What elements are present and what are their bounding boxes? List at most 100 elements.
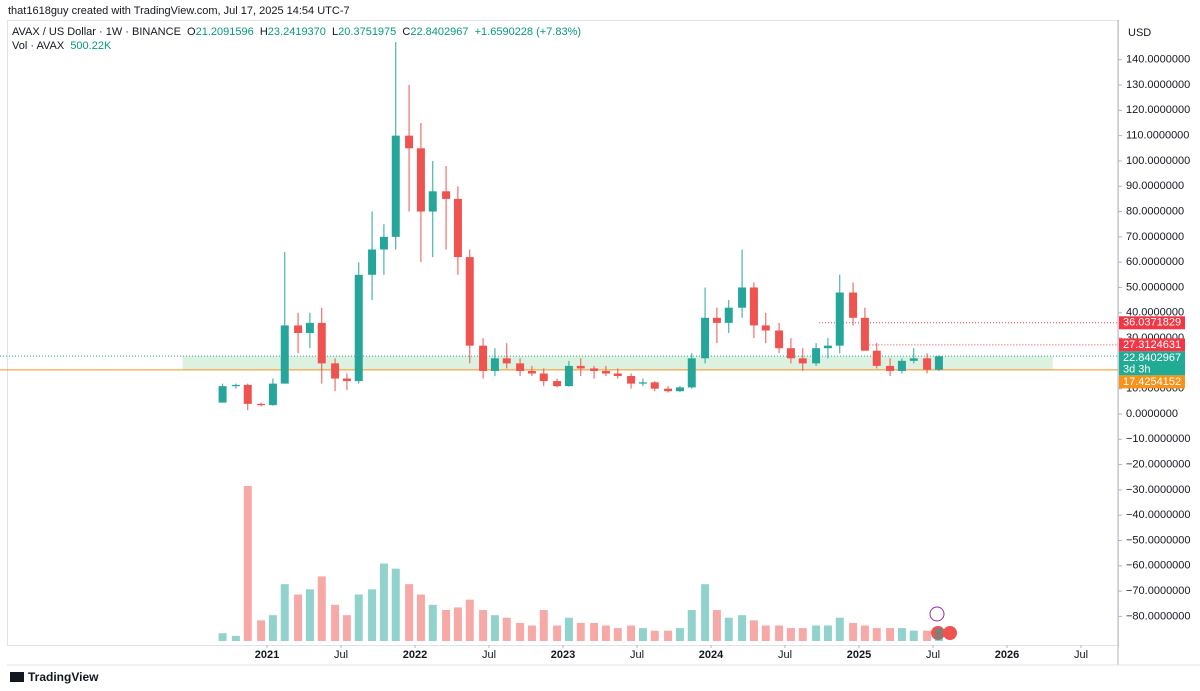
x-tick-label: Jul [630,649,644,661]
candle-body [268,383,277,406]
volume-bar [798,628,807,641]
volume-bar [280,584,289,641]
candle-body [872,350,881,366]
volume-bar [576,622,585,641]
volume-bar [516,622,525,641]
volume-bar [923,630,932,641]
currency: USD [1128,27,1151,39]
volume-bar [317,576,326,641]
candle-body [331,363,340,379]
volume-bar [502,617,511,641]
price-tag-label: 17.4254152 [1123,376,1181,388]
candle-body [761,325,770,331]
volume-bar [553,625,562,641]
volume-bar [761,625,770,641]
volume-value: 500.22K [70,40,112,52]
volume-bar [416,594,425,641]
candle-body [601,370,610,374]
candle-body [368,249,377,275]
volume-bar [849,622,858,641]
volume-bar [331,604,340,641]
ohlc-value: 21.2091596 [195,26,254,38]
y-tick-label: 0.0000000 [1126,408,1178,420]
volume-bar [539,610,548,641]
volume-bar [638,628,647,641]
candle-body [527,370,536,374]
candle-body [490,358,499,371]
volume-bar [872,628,881,641]
price-tag-label: 22.8402967 [1123,352,1181,364]
candle-body [479,345,488,371]
x-tick-label: Jul [482,649,496,661]
price-tag [1119,338,1185,352]
candle-body [354,274,363,382]
ohlc-key: L [332,26,339,38]
x-tick-label: Jul [334,649,348,661]
candle-body [257,403,266,406]
legend: AVAX / US Dollar · 1W · BINANCE O21.2091… [12,26,581,38]
volume-bar [627,625,636,641]
price-tag-label: 27.3124631 [1123,339,1181,351]
y-tick-label: 60.0000000 [1126,256,1184,268]
candle-body [280,325,289,384]
candle-body [849,292,858,318]
candle-body [934,356,943,370]
candle-body [342,378,351,382]
candle-body [749,287,758,326]
candle-body [590,368,599,371]
candle-body [897,360,906,371]
change: +1.6590228 (+7.83%) [474,26,582,38]
price-tag [1119,351,1185,376]
y-tick-label: −30.0000000 [1126,484,1191,496]
x-tick-label: 2025 [847,649,871,661]
y-tick-label: −70.0000000 [1126,585,1191,597]
footer: TradingView [28,670,99,684]
candle-body [638,382,647,384]
volume-bar [909,630,918,641]
volume-bar [812,625,821,641]
volume-bar [465,599,474,641]
volume-bar [886,628,895,641]
x-tick-label: Jul [778,649,792,661]
candle-body [812,348,821,364]
volume-bar [405,584,414,641]
y-tick-label: −50.0000000 [1126,534,1191,546]
y-tick-label: 50.0000000 [1126,281,1184,293]
volume-bar [601,625,610,641]
candle-body [379,236,388,250]
volume-bar [860,625,869,641]
volume-bar [613,628,622,641]
y-tick-label: −20.0000000 [1126,458,1191,470]
y-tick-label: 110.0000000 [1126,130,1189,142]
price-tag-label: 36.0371829 [1123,317,1181,329]
volume-bar [479,610,488,641]
volume-bar [268,615,277,641]
x-tick-label: 2021 [255,649,279,661]
candle-body [305,322,314,334]
ohlc-value: 22.8402967 [410,26,469,38]
candle-body [243,384,252,404]
candle-body [886,365,895,371]
logo [10,672,24,682]
volume-bar [712,610,721,641]
volume-bar [294,594,303,641]
ohlc-key: C [402,26,411,38]
candle-body [687,358,696,388]
candle-body [775,330,784,349]
candle-body [798,358,807,364]
price-tag [1119,375,1185,389]
candle-body [465,257,474,346]
candle-body [712,317,721,323]
y-tick-label: 40.0000000 [1126,307,1184,319]
y-tick-label: −80.0000000 [1126,610,1191,622]
header: that1618guy created with TradingView.com… [8,5,350,17]
y-tick-label: 130.0000000 [1126,79,1190,91]
x-tick-label: 2022 [403,649,427,661]
candle-body [613,373,622,377]
event-icon[interactable] [929,606,945,622]
volume-bar [835,617,844,641]
event-icon[interactable] [943,626,957,640]
candle-body [553,381,562,387]
